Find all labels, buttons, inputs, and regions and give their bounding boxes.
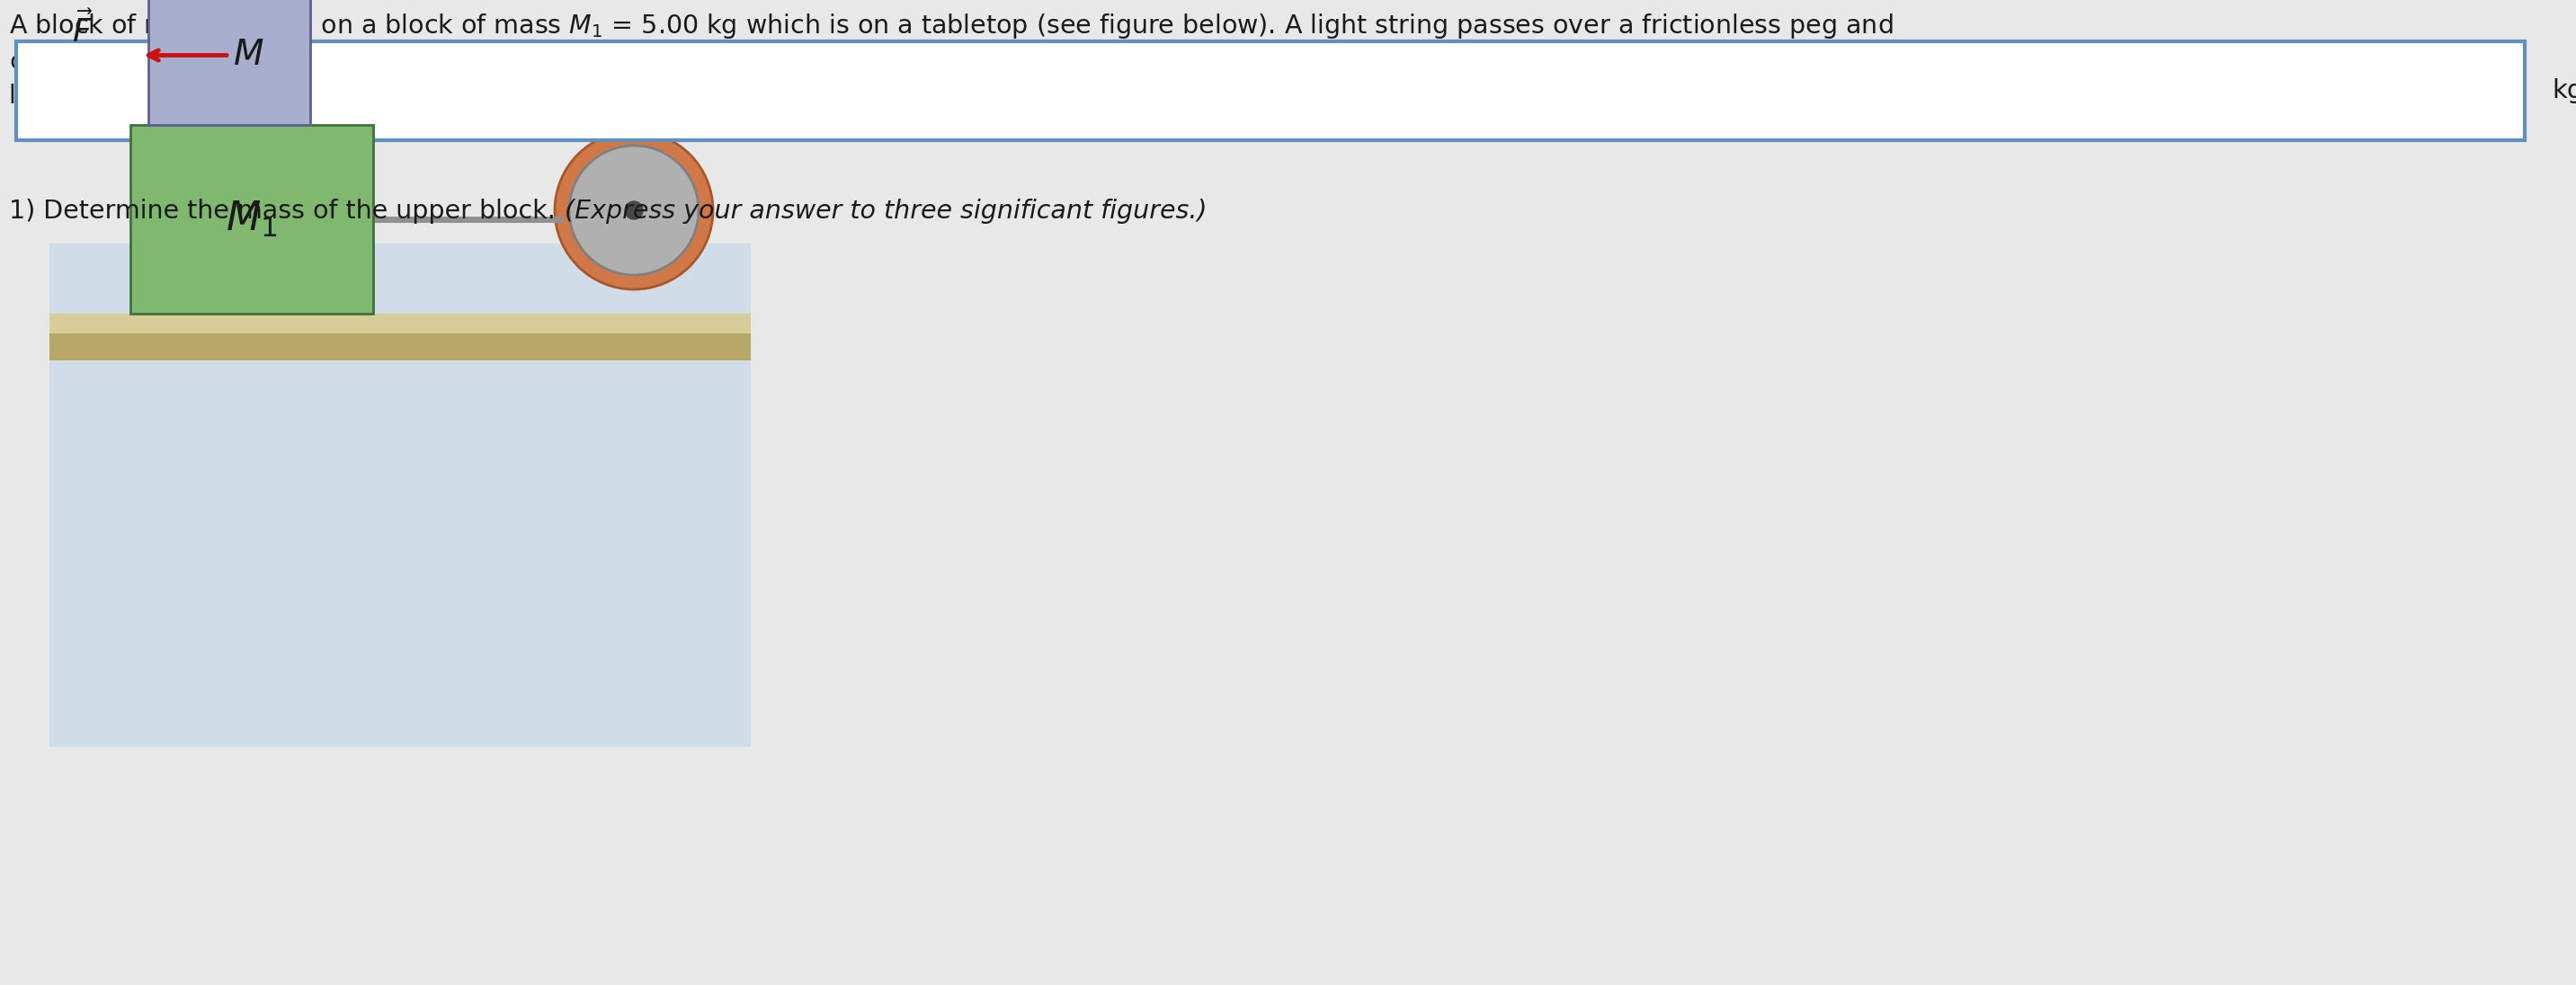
Text: $\vec{F}$: $\vec{F}$ <box>72 11 93 49</box>
Text: A block of mass $M$ rests on a block of mass $M_1$ = 5.00 kg which is on a table: A block of mass $M$ rests on a block of … <box>8 12 1893 40</box>
Circle shape <box>554 131 714 290</box>
FancyBboxPatch shape <box>15 39 2524 52</box>
FancyBboxPatch shape <box>49 334 750 361</box>
Text: (Express your answer to three significant figures.): (Express your answer to three significan… <box>564 199 1208 224</box>
Circle shape <box>626 201 644 220</box>
Text: kg: kg <box>2553 78 2576 103</box>
FancyBboxPatch shape <box>131 125 374 313</box>
Text: 1) Determine the mass of the upper block.: 1) Determine the mass of the upper block… <box>8 199 564 224</box>
Text: lower block to the right. The blocks are moving at a constant speed.: lower block to the right. The blocks are… <box>8 84 886 108</box>
Circle shape <box>569 146 698 275</box>
FancyBboxPatch shape <box>49 313 750 334</box>
FancyBboxPatch shape <box>49 243 750 747</box>
Text: connects the blocks. The coefficient of kinetic friction $\mu_k$ at both surface: connects the blocks. The coefficient of … <box>8 47 1924 77</box>
Text: $M$: $M$ <box>234 38 265 72</box>
FancyBboxPatch shape <box>15 41 2524 140</box>
FancyBboxPatch shape <box>149 0 309 125</box>
Text: $M_1$: $M_1$ <box>227 199 278 239</box>
